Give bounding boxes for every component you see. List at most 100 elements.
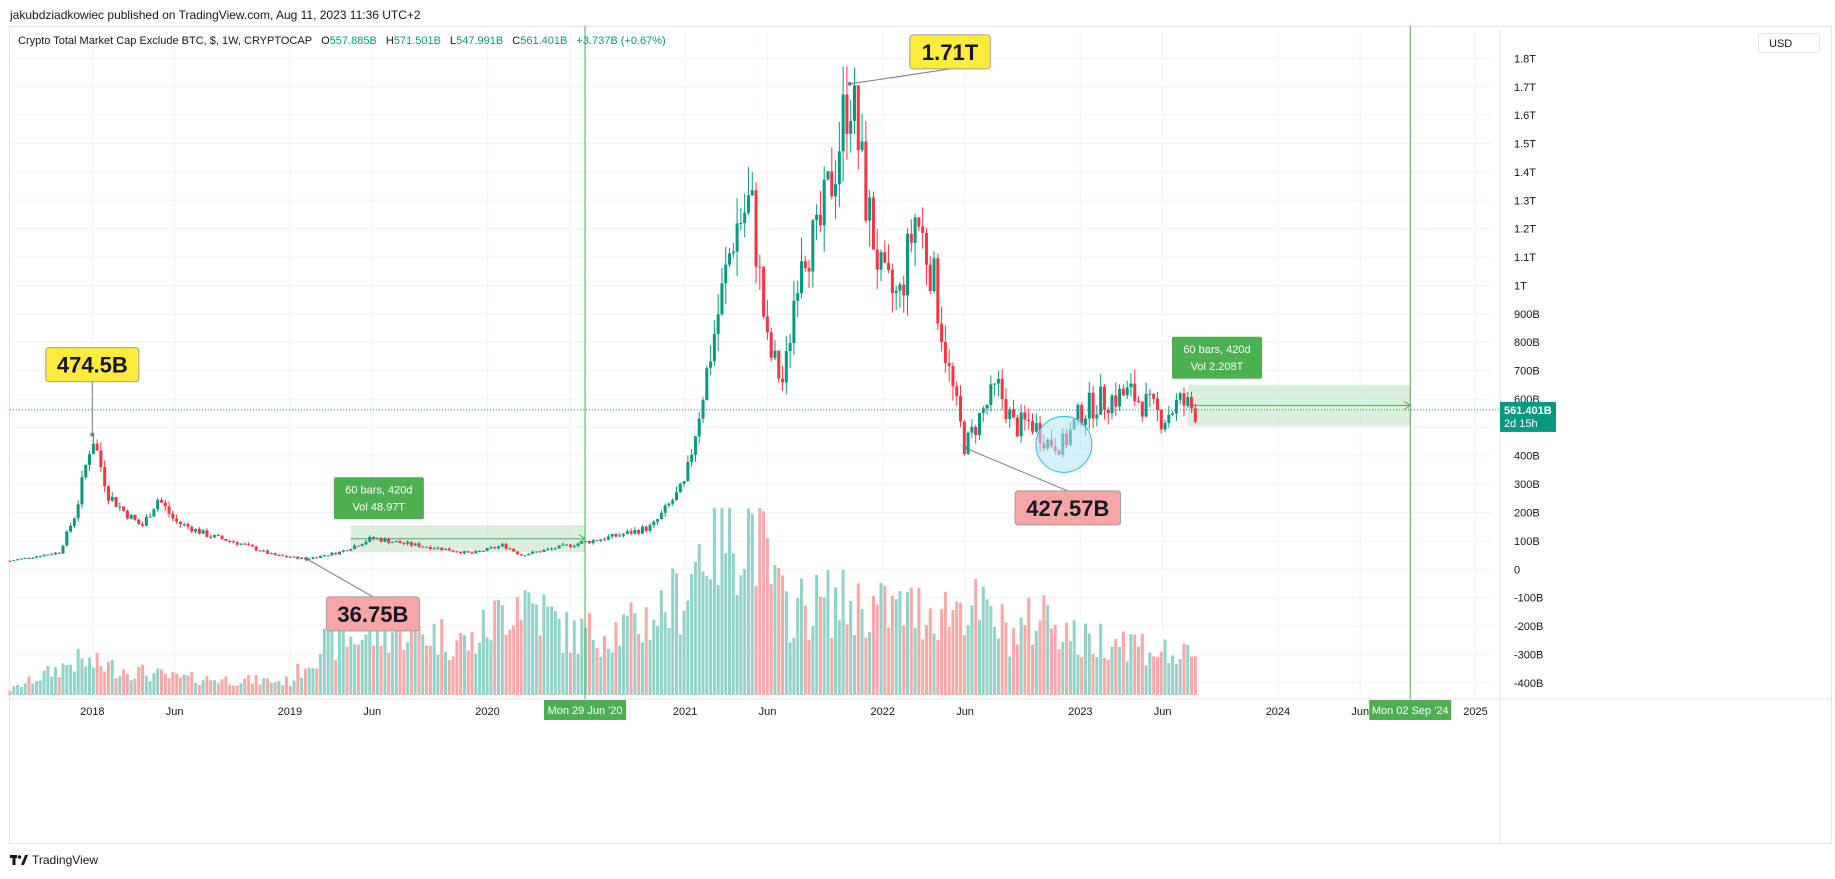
- candle-body: [459, 552, 463, 554]
- candle-body: [709, 361, 713, 368]
- volume-bar: [38, 680, 42, 695]
- candle-body: [387, 538, 391, 543]
- volume-bar: [35, 681, 39, 695]
- volume-bar: [947, 626, 951, 695]
- volume-bar: [527, 592, 531, 695]
- volume-bar: [1008, 656, 1012, 695]
- volume-bar: [822, 597, 826, 695]
- open-value: 557.885B: [329, 35, 377, 47]
- volume-bar: [1034, 630, 1038, 695]
- candle-body: [818, 214, 822, 226]
- candle-body: [1171, 413, 1175, 415]
- volume-bar: [818, 596, 822, 695]
- volume-bar: [247, 674, 251, 695]
- y-tick-label: 300B: [1514, 479, 1540, 491]
- volume-bar: [224, 676, 228, 695]
- volume-bar: [19, 687, 23, 695]
- candle-body: [228, 540, 232, 542]
- candle-body: [614, 533, 618, 537]
- candle-body: [928, 264, 932, 292]
- candle-body: [462, 551, 466, 554]
- candle-body: [334, 552, 338, 555]
- candle-body: [478, 550, 482, 552]
- volume-bar: [640, 642, 644, 695]
- candle-body: [830, 171, 834, 197]
- volume-bar: [129, 680, 133, 695]
- candle-body: [955, 386, 959, 396]
- volume-bar: [46, 665, 50, 695]
- footer-brand[interactable]: TradingView: [10, 853, 98, 867]
- candle-body: [803, 261, 807, 269]
- x-tick-label: Jun: [1351, 706, 1369, 718]
- volume-bar: [106, 662, 110, 695]
- candle-body: [231, 541, 235, 543]
- candle-body: [106, 486, 110, 501]
- candle-body: [224, 539, 228, 541]
- volume-bar: [716, 584, 720, 695]
- volume-bar: [852, 635, 856, 695]
- volume-bar: [940, 609, 944, 695]
- candle-body: [1004, 399, 1008, 420]
- candle-body: [959, 395, 963, 422]
- candle-body: [220, 535, 224, 540]
- volume-bar: [485, 637, 489, 695]
- volume-bar: [720, 508, 724, 695]
- candle-body: [103, 467, 107, 487]
- volume-bar: [705, 575, 709, 695]
- candle-body: [762, 267, 766, 317]
- candle-body: [697, 418, 701, 437]
- candle-body: [235, 542, 239, 545]
- volume-bar: [444, 652, 448, 695]
- candle-body: [1080, 404, 1084, 425]
- y-tick-label: -400B: [1514, 678, 1543, 690]
- candle-body: [841, 94, 845, 152]
- volume-bar: [1087, 633, 1091, 695]
- candle-body: [148, 516, 152, 518]
- volume-bar: [675, 573, 679, 695]
- volume-bar: [125, 673, 129, 695]
- volume-bar: [890, 595, 894, 695]
- volume-bar: [508, 629, 512, 695]
- candle-body: [1182, 393, 1186, 406]
- candle-body: [618, 535, 622, 537]
- volume-bar: [697, 544, 701, 695]
- y-tick-label: 800B: [1514, 337, 1540, 349]
- candle-body: [12, 560, 16, 562]
- volume-bar: [205, 675, 209, 695]
- candle-body: [743, 212, 747, 223]
- volume-bar: [163, 673, 167, 695]
- volume-bar: [235, 685, 239, 695]
- candle-body: [644, 526, 648, 531]
- volume-bar: [1114, 638, 1118, 695]
- candle-body: [447, 548, 451, 551]
- volume-bar: [875, 604, 879, 695]
- callout-leader-line: [306, 558, 374, 598]
- volume-bar: [489, 640, 493, 695]
- volume-bar: [118, 676, 122, 695]
- volume-bar: [459, 633, 463, 695]
- candle-body: [902, 284, 906, 296]
- y-tick-label: 900B: [1514, 309, 1540, 321]
- candle-body: [705, 367, 709, 401]
- candle-body: [470, 552, 474, 554]
- candle-body: [720, 283, 724, 315]
- volume-bar: [762, 511, 766, 695]
- volume-bar: [110, 659, 114, 695]
- volume-bar: [307, 667, 311, 695]
- highlight-circle: [1035, 415, 1093, 473]
- change-value: +3.737B (+0.67%): [576, 35, 666, 47]
- candle-body: [966, 432, 970, 454]
- candle-body: [940, 323, 944, 342]
- candle-body: [1137, 401, 1141, 403]
- volume-bar: [425, 645, 429, 695]
- candle-body: [84, 464, 88, 478]
- volume-bar: [345, 646, 349, 695]
- date-range-label-box: [333, 477, 424, 520]
- volume-bar: [497, 599, 501, 695]
- volume-bar: [1023, 625, 1027, 695]
- volume-bar: [103, 671, 107, 695]
- volume-bar: [981, 586, 985, 695]
- candle-body: [587, 541, 591, 544]
- currency-selector[interactable]: USD: [1758, 33, 1820, 53]
